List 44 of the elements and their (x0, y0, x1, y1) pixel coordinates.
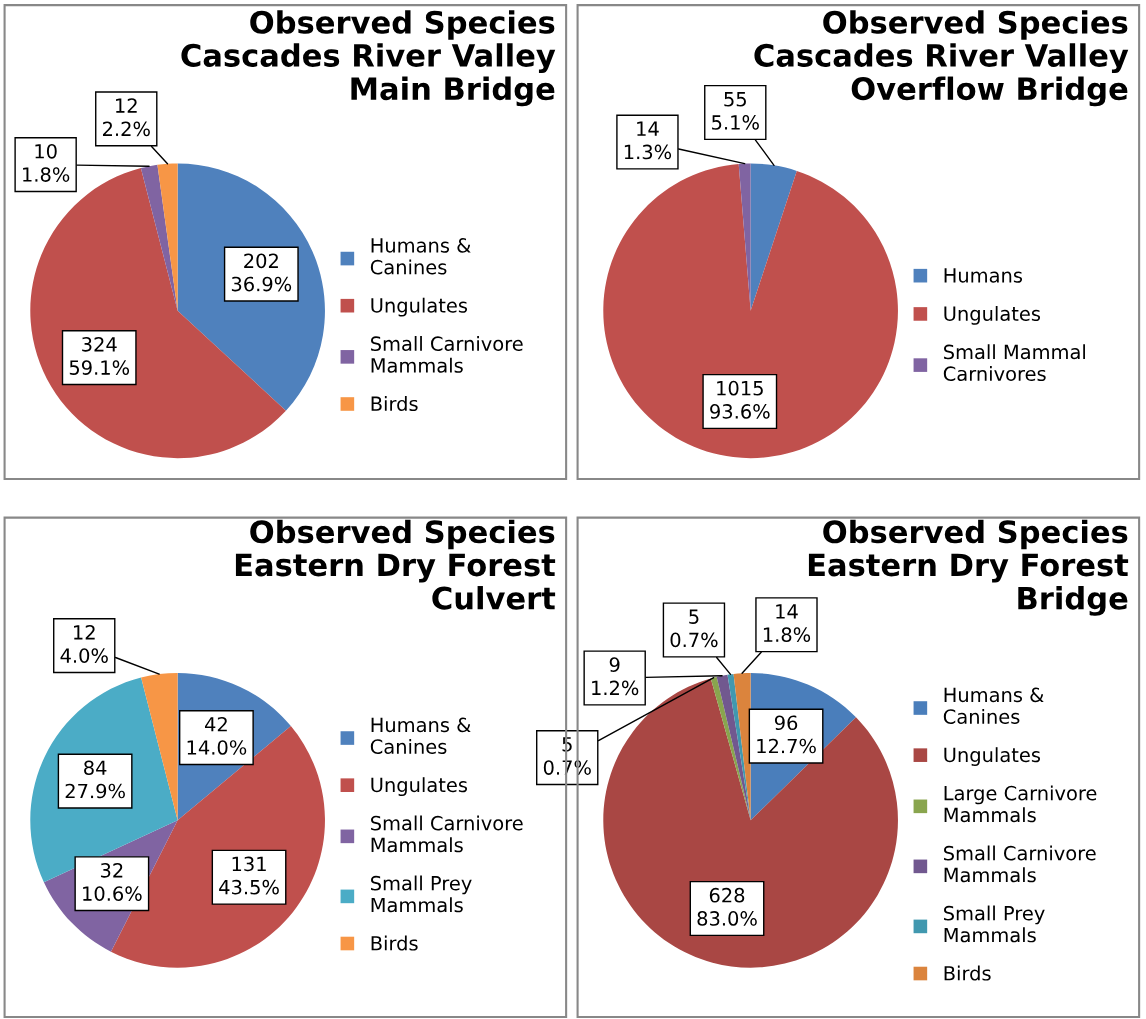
data-label: 131 43.5% (219, 856, 279, 895)
data-label: 628 83.0% (697, 887, 757, 926)
data-label: 1015 93.6% (710, 380, 770, 419)
legend-label: Ungulates (944, 305, 1041, 325)
legend-label: Ungulates (944, 747, 1041, 767)
pie-slice (603, 163, 898, 459)
legend-label: Small Carnivore Mammals (371, 335, 523, 373)
chart-title: Observed Species Cascades River Valley Main Bridge (181, 10, 556, 107)
legend-label: Humans & Canines (370, 238, 471, 275)
legend-label: Birds (371, 396, 418, 412)
legend-label: Humans (944, 268, 1023, 283)
data-label: 10 1.8% (23, 143, 70, 182)
pie-slice (733, 672, 751, 821)
data-label: 202 36.9% (231, 253, 292, 292)
pie-slice (157, 163, 178, 311)
pie-slice (738, 163, 751, 311)
data-label: 32 10.6% (83, 863, 142, 901)
pie-slice (750, 163, 797, 311)
legend-label: Ungulates (371, 297, 468, 317)
legend-label: Small Mammal Carnivores (943, 344, 1085, 382)
data-label: 9 1.2% (592, 657, 639, 696)
data-label: 324 59.1% (69, 336, 130, 375)
pie-slice (727, 673, 751, 821)
data-label: 5 0.7% (670, 609, 718, 648)
data-label: 14 1.8% (763, 604, 811, 643)
legend-label: Large Carnivore Mammals (944, 785, 1097, 823)
legend-label: Birds (371, 935, 418, 951)
legend-label: Humans & Canines (370, 717, 471, 754)
data-label: 14 1.3% (624, 121, 672, 160)
data-label: 42 14.0% (187, 716, 247, 755)
legend-label: Small Carnivore Mammals (944, 845, 1096, 883)
data-label: 12 2.2% (102, 98, 150, 137)
pie-slice (141, 672, 178, 821)
data-label: 96 12.7% (757, 715, 816, 754)
chart-title: Observed Species Eastern Dry Forest Culvert (235, 519, 556, 610)
data-label: 84 27.9% (65, 760, 125, 799)
legend-label: Birds (944, 965, 991, 981)
data-label: 12 4.0% (60, 624, 108, 663)
legend-label: Small Carnivore Mammals (371, 815, 523, 853)
legend-label: Small Prey Mammals (944, 905, 1045, 943)
legend-label: Humans & Canines (943, 687, 1044, 724)
chart-title: Observed Species Eastern Dry Forest Bridge (808, 519, 1129, 616)
legend-label: Ungulates (371, 777, 468, 797)
legend-label: Small Prey Mammals (371, 875, 472, 913)
